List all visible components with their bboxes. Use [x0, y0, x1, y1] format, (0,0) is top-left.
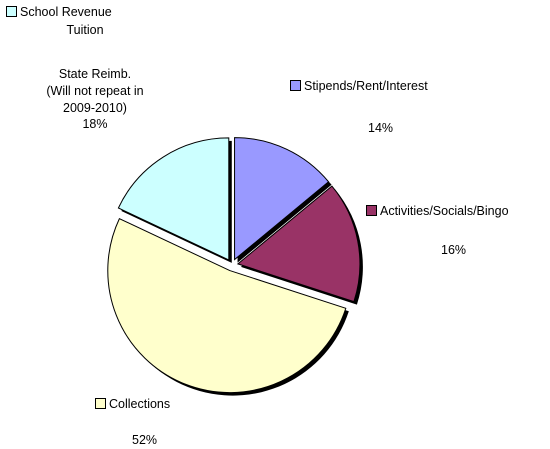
- legend-stipends: Stipends/Rent/Interest: [290, 78, 428, 94]
- school-revenue-label-line3: State Reimb.: [58, 67, 132, 81]
- school-revenue-percent: 18%: [82, 117, 108, 131]
- stipends-percent: 14%: [368, 121, 394, 135]
- legend-swatch-stipends: [290, 80, 301, 91]
- pie-slice-activities: [236, 185, 361, 303]
- school-revenue-label-line5: 2009-2010): [63, 101, 127, 115]
- school-revenue-label-line4: (Will not repeat in: [46, 84, 144, 98]
- collections-percent: 52%: [132, 433, 158, 447]
- legend-label-activities: Activities/Socials/Bingo: [380, 204, 509, 218]
- legend-label-collections: Collections: [109, 397, 171, 411]
- pie-slice-school-revenue: [117, 137, 230, 261]
- legend-activities: Activities/Socials/Bingo: [366, 203, 509, 219]
- legend-label-stipends: Stipends/Rent/Interest: [304, 79, 428, 93]
- legend-school-revenue: School Revenue: [6, 4, 112, 20]
- activities-percent: 16%: [441, 243, 467, 257]
- legend-collections: Collections: [95, 396, 170, 412]
- legend-swatch-activities: [366, 205, 377, 216]
- school-revenue-label-line2: Tuition: [66, 23, 104, 37]
- legend-swatch-collections: [95, 398, 106, 409]
- legend-swatch-school-revenue: [6, 6, 17, 17]
- pie-slice-stipends: [234, 137, 330, 261]
- pie-slice-collections: [107, 217, 347, 394]
- legend-label-school-revenue-line1: School Revenue: [20, 5, 112, 19]
